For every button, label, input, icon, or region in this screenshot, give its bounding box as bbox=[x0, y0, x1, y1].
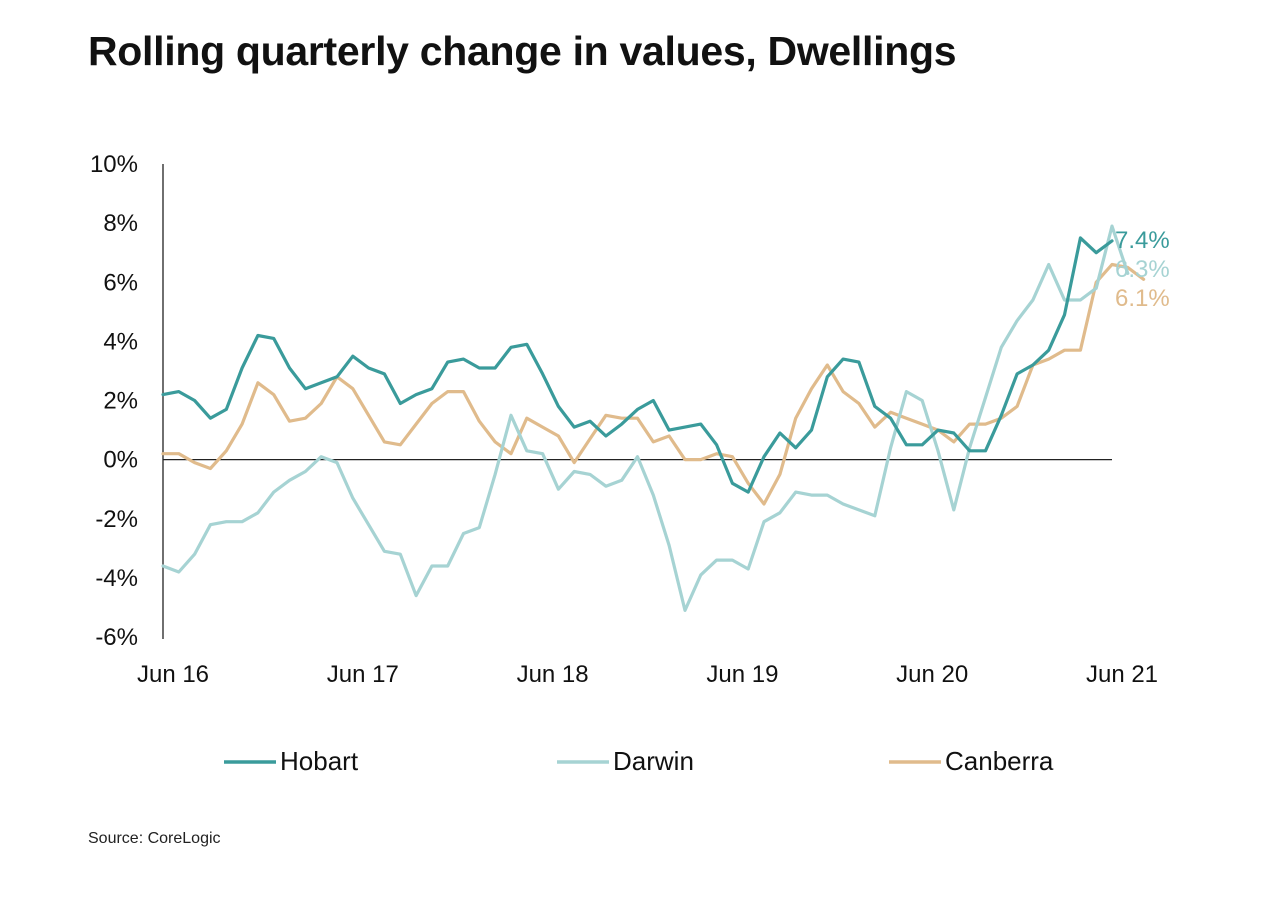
series-lines bbox=[161, 224, 1146, 613]
x-tick-label: Jun 16 bbox=[137, 661, 209, 688]
source-note: Source: CoreLogic bbox=[88, 830, 221, 847]
end-label-canberra: 6.1% bbox=[1115, 285, 1170, 312]
y-tick-label: 8% bbox=[103, 210, 138, 237]
axes bbox=[162, 164, 1112, 639]
series-line-hobart bbox=[161, 236, 1114, 494]
y-tick-label: -2% bbox=[95, 506, 138, 533]
y-tick-label: 2% bbox=[103, 388, 138, 415]
legend-label-canberra: Canberra bbox=[945, 746, 1054, 776]
legend: Hobart Darwin Canberra bbox=[224, 746, 1054, 776]
y-tick-label: 6% bbox=[103, 269, 138, 296]
x-tick-label: Jun 17 bbox=[327, 661, 399, 688]
y-tick-label: 10% bbox=[90, 151, 138, 178]
y-axis-ticks: 10% 8% 6% 4% 2% 0% -2% -4% -6% bbox=[90, 151, 138, 651]
end-label-hobart: 7.4% bbox=[1115, 227, 1170, 254]
x-tick-label: Jun 19 bbox=[706, 661, 778, 688]
end-label-darwin: 6.3% bbox=[1115, 256, 1170, 283]
y-tick-label: 0% bbox=[103, 447, 138, 474]
legend-label-hobart: Hobart bbox=[280, 746, 359, 776]
x-tick-label: Jun 21 bbox=[1086, 661, 1158, 688]
x-axis-ticks: Jun 16 Jun 17 Jun 18 Jun 19 Jun 20 Jun 21 bbox=[137, 661, 1158, 688]
end-labels: 7.4%6.3%6.1% bbox=[1115, 227, 1170, 312]
legend-label-darwin: Darwin bbox=[613, 746, 694, 776]
y-tick-label: -4% bbox=[95, 565, 138, 592]
x-tick-label: Jun 18 bbox=[517, 661, 589, 688]
x-tick-label: Jun 20 bbox=[896, 661, 968, 688]
y-tick-label: -6% bbox=[95, 624, 138, 651]
series-line-darwin bbox=[161, 224, 1130, 613]
series-line-canberra bbox=[161, 262, 1146, 506]
y-tick-label: 4% bbox=[103, 328, 138, 355]
chart-title: Rolling quarterly change in values, Dwel… bbox=[88, 28, 957, 74]
